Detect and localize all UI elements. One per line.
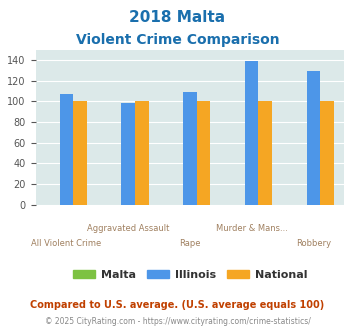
Bar: [320, 101, 334, 205]
Text: 2018 Malta: 2018 Malta: [130, 10, 225, 25]
Bar: [60, 94, 73, 205]
Bar: [73, 101, 87, 205]
Text: All Violent Crime: All Violent Crime: [31, 239, 102, 248]
Text: Robbery: Robbery: [296, 239, 331, 248]
Bar: [121, 103, 135, 205]
Bar: [245, 61, 258, 205]
Legend: Malta, Illinois, National: Malta, Illinois, National: [69, 265, 311, 284]
Text: Murder & Mans...: Murder & Mans...: [216, 224, 288, 233]
Text: Compared to U.S. average. (U.S. average equals 100): Compared to U.S. average. (U.S. average …: [31, 300, 324, 310]
Bar: [135, 101, 148, 205]
Bar: [197, 101, 210, 205]
Bar: [258, 101, 272, 205]
Text: Violent Crime Comparison: Violent Crime Comparison: [76, 33, 279, 47]
Bar: [183, 92, 197, 205]
Text: © 2025 CityRating.com - https://www.cityrating.com/crime-statistics/: © 2025 CityRating.com - https://www.city…: [45, 317, 310, 326]
Bar: [307, 71, 320, 205]
Text: Rape: Rape: [179, 239, 201, 248]
Text: Aggravated Assault: Aggravated Assault: [87, 224, 169, 233]
